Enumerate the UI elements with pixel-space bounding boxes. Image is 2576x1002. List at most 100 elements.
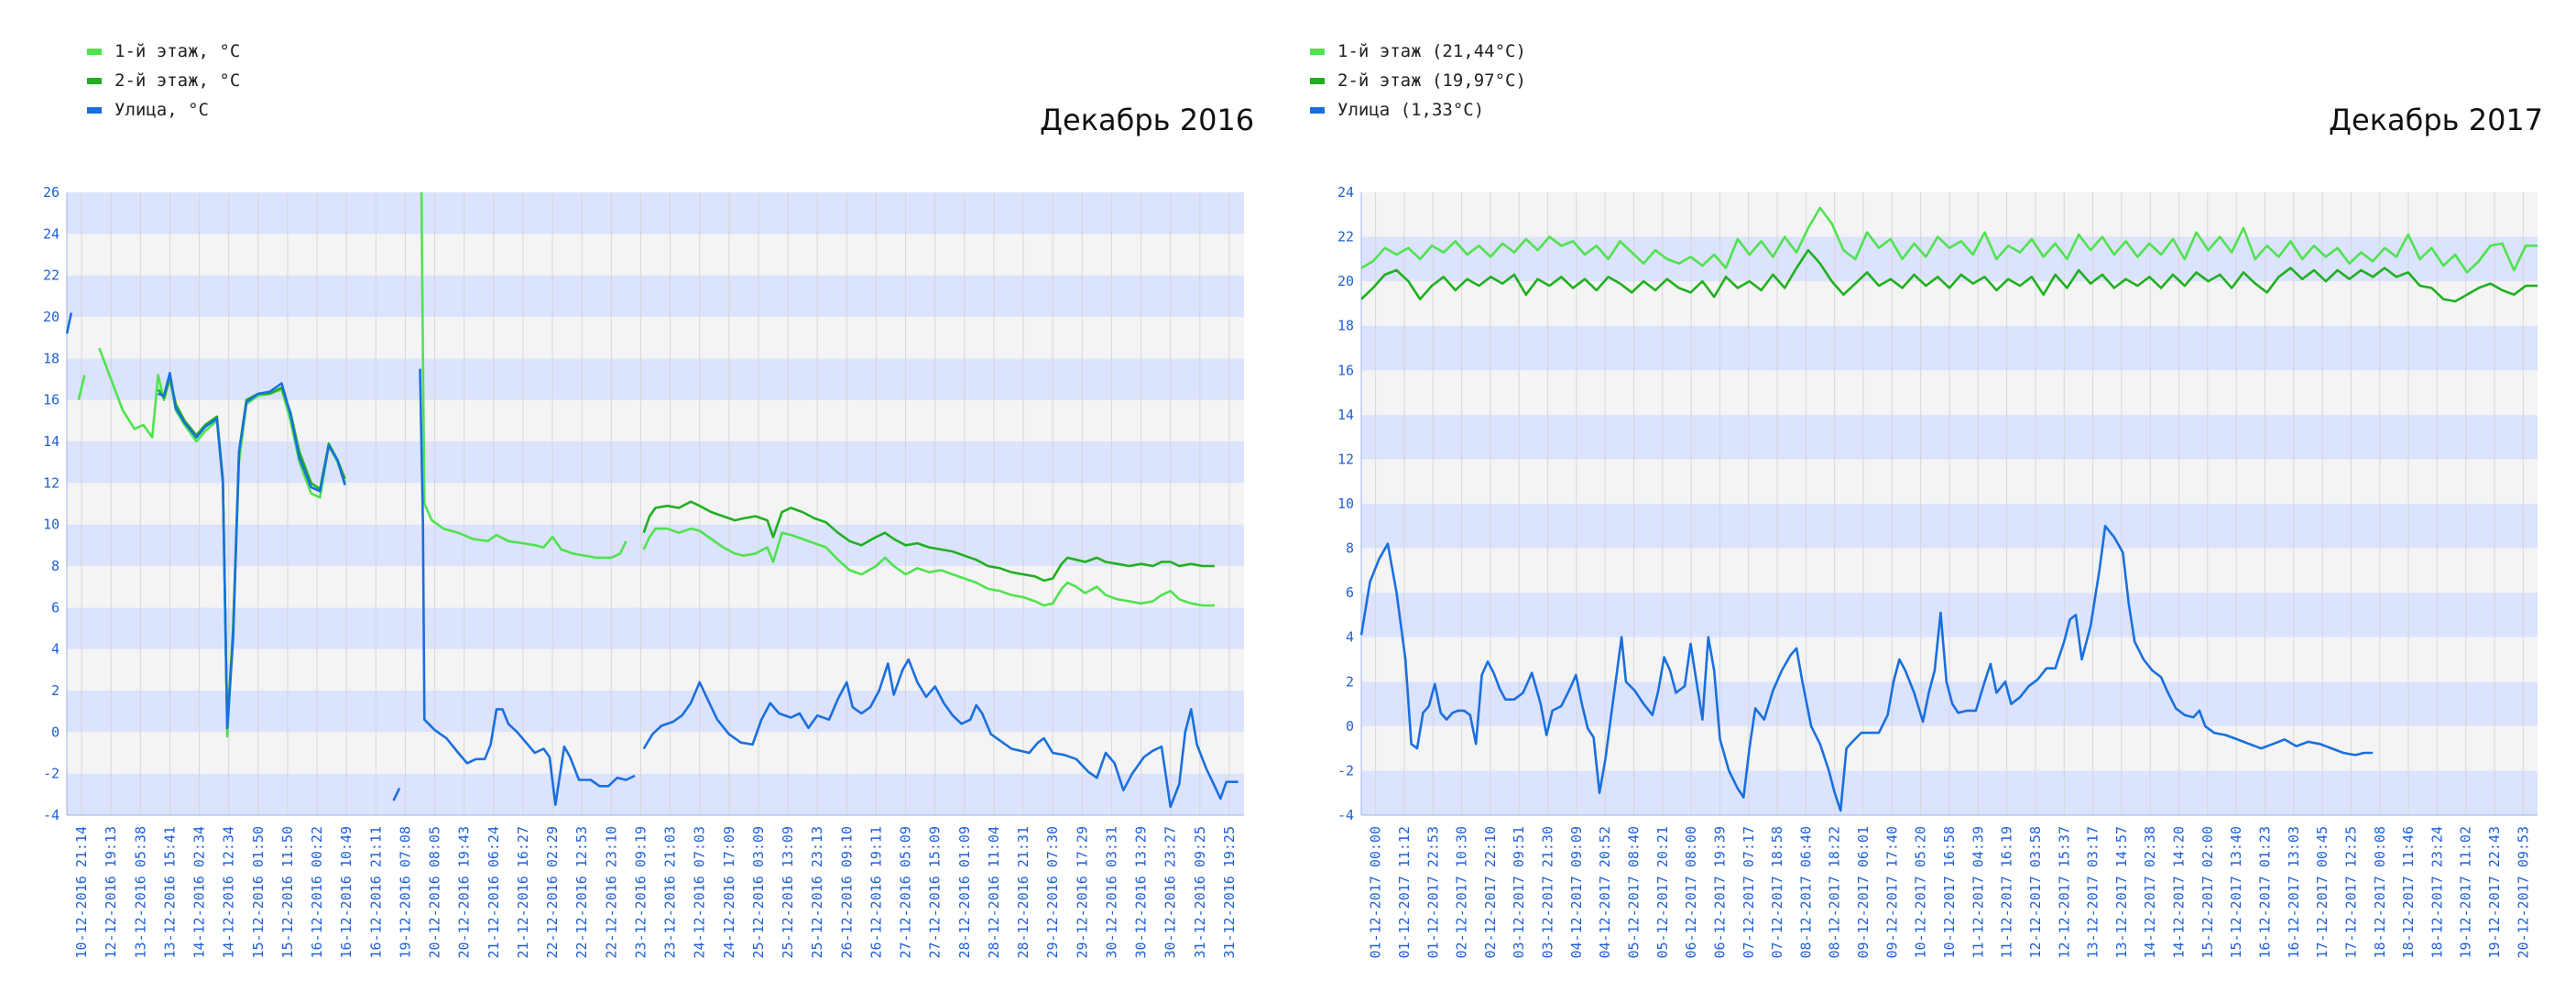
x-tick-label: 22-12-2016 12:53 <box>573 826 590 959</box>
legend-item-floor2[interactable]: 2-й этаж, °C <box>87 66 240 95</box>
x-tick-label: 23-12-2016 09:19 <box>632 826 649 959</box>
x-tick-label: 16-12-2017 13:03 <box>2286 826 2302 959</box>
legend-swatch-floor1 <box>87 48 102 55</box>
x-tick-label: 27-12-2016 15:09 <box>927 826 944 959</box>
legend-item-floor1[interactable]: 1-й этаж (21,44°C) <box>1310 37 1526 66</box>
x-tick-label: 29-12-2016 07:30 <box>1044 826 1061 959</box>
x-tick-label: 18-12-2017 00:08 <box>2372 826 2388 959</box>
series-line <box>642 500 1215 583</box>
x-tick-label: 13-12-2016 05:38 <box>132 826 148 959</box>
series-line <box>392 787 401 801</box>
x-tick-label: 16-12-2017 01:23 <box>2256 826 2273 959</box>
x-tick-label: 05-12-2017 20:21 <box>1654 826 1671 959</box>
y-tick-label: 6 <box>51 599 60 615</box>
y-band <box>67 275 1244 317</box>
x-tick-label: 28-12-2016 11:04 <box>986 826 1002 959</box>
x-tick-label: 13-12-2017 03:17 <box>2085 826 2101 959</box>
x-tick-label: 03-12-2017 21:30 <box>1540 826 1556 959</box>
x-tick-label: 09-12-2017 17:40 <box>1883 826 1900 959</box>
chart-legend: 1-й этаж (21,44°C) 2-й этаж (19,97°C) Ул… <box>1310 37 1526 125</box>
y-tick-label: 8 <box>51 558 60 574</box>
series-line <box>77 375 86 401</box>
x-tick-label: 25-12-2016 13:09 <box>780 826 796 959</box>
plot-area <box>67 192 1244 815</box>
series-line <box>1359 525 2374 812</box>
x-tick-label: 20-12-2016 19:43 <box>456 826 473 959</box>
series-line <box>65 312 73 334</box>
x-tick-label: 01-12-2017 11:12 <box>1396 826 1413 959</box>
x-tick-label: 15-12-2016 01:50 <box>250 826 267 959</box>
legend-swatch-floor2 <box>1310 77 1325 84</box>
x-tick-label: 17-12-2017 12:25 <box>2342 826 2359 959</box>
legend-item-street[interactable]: Улица, °C <box>87 95 240 125</box>
legend-swatch-street <box>87 106 102 114</box>
x-tick-label: 02-12-2017 10:30 <box>1454 826 1470 959</box>
y-tick-label: 22 <box>1337 229 1354 245</box>
series-line <box>1360 206 2538 274</box>
legend-label: Улица, °C <box>115 100 209 120</box>
y-tick-label: 18 <box>43 350 60 366</box>
plot-area <box>1361 192 2538 815</box>
x-tick-label: 31-12-2016 19:25 <box>1221 826 1238 959</box>
x-tick-label: 06-12-2017 08:00 <box>1683 826 1699 959</box>
y-tick-label: 16 <box>43 392 60 408</box>
x-tick-label: 21-12-2016 06:24 <box>486 826 502 959</box>
x-tick-label: 12-12-2016 19:13 <box>103 826 119 959</box>
y-band <box>67 483 1244 525</box>
y-band <box>67 691 1244 733</box>
chart-title: Декабрь 2016 <box>1040 103 1255 137</box>
x-tick-label: 19-12-2017 11:02 <box>2458 826 2474 959</box>
legend-swatch-street <box>1310 106 1325 114</box>
x-tick-label: 16-12-2016 21:11 <box>367 826 384 959</box>
y-tick-label: 16 <box>1337 362 1354 378</box>
x-tick-label: 19-12-2017 22:43 <box>2486 826 2503 959</box>
x-tick-label: 19-12-2016 07:08 <box>397 826 413 959</box>
y-tick-label: 14 <box>43 433 60 450</box>
x-tick-label: 08-12-2017 18:22 <box>1827 826 1843 959</box>
y-tick-label: 22 <box>43 267 60 284</box>
x-tick-label: 31-12-2016 09:25 <box>1192 826 1208 959</box>
y-tick-label: 4 <box>1346 629 1354 646</box>
x-tick-label: 07-12-2017 07:17 <box>1741 826 1757 959</box>
series-line <box>642 527 1215 607</box>
x-tick-label: 22-12-2016 23:10 <box>603 826 619 959</box>
legend-item-floor2[interactable]: 2-й этаж (19,97°C) <box>1310 66 1526 95</box>
y-tick-label: -4 <box>43 807 60 823</box>
x-tick-label: 29-12-2016 17:29 <box>1074 826 1090 959</box>
x-tick-label: 21-12-2016 16:27 <box>515 826 531 959</box>
x-tick-label: 25-12-2016 03:09 <box>750 826 767 959</box>
y-tick-label: -2 <box>1337 762 1354 779</box>
legend-label: 2-й этаж, °C <box>115 71 241 91</box>
x-tick-label: 10-12-2017 05:20 <box>1913 826 1929 959</box>
series-3 <box>65 312 1239 809</box>
x-tick-label: 08-12-2017 06:40 <box>1797 826 1814 959</box>
legend-swatch-floor2 <box>87 77 102 84</box>
legend-item-floor1[interactable]: 1-й этаж, °C <box>87 37 240 66</box>
y-tick-label: 4 <box>51 641 60 658</box>
chart-title: Декабрь 2017 <box>2329 103 2544 137</box>
legend-label: 1-й этаж, °C <box>115 41 241 61</box>
legend-item-street[interactable]: Улица (1,33°C) <box>1310 95 1526 125</box>
x-tick-label: 18-12-2017 23:24 <box>2429 826 2445 959</box>
y-band <box>67 773 1244 815</box>
y-band <box>67 648 1244 691</box>
y-tick-label: 12 <box>1337 451 1354 467</box>
x-tick-label: 13-12-2016 15:41 <box>161 826 178 959</box>
y-band <box>67 234 1244 276</box>
x-tick-label: 01-12-2017 00:00 <box>1368 826 1384 959</box>
x-tick-label: 25-12-2016 23:13 <box>809 826 825 959</box>
x-tick-label: 28-12-2016 01:09 <box>956 826 973 959</box>
y-band <box>67 524 1244 566</box>
x-tick-label: 16-12-2016 00:22 <box>309 826 325 959</box>
series-3 <box>1359 525 2374 812</box>
x-tick-label: 14-12-2016 12:34 <box>221 826 237 959</box>
legend-label: 1-й этаж (21,44°C) <box>1337 41 1526 61</box>
y-band <box>67 732 1244 774</box>
x-tick-label: 10-12-2016 21:14 <box>73 826 90 959</box>
x-tick-label: 24-12-2016 07:03 <box>692 826 708 959</box>
y-tick-label: 24 <box>43 225 60 242</box>
x-tick-label: 14-12-2016 02:34 <box>191 826 208 959</box>
x-tick-label: 15-12-2016 11:50 <box>279 826 296 959</box>
